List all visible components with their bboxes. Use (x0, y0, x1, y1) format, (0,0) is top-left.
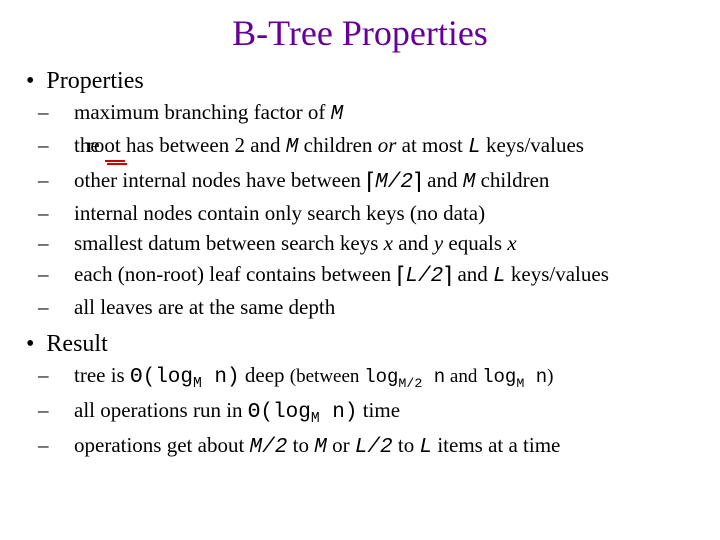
var-m: M (314, 436, 327, 459)
text: to (287, 433, 314, 457)
text: to (393, 433, 420, 457)
text: each (non-root) leaf contains between (74, 262, 396, 286)
log-expr: log (364, 366, 398, 388)
list-item: –each (non-root) leaf contains between ⌈… (36, 259, 700, 291)
list-item: –maximum branching factor of M (36, 99, 700, 129)
dash-icon: – (56, 362, 74, 389)
var-l: L (468, 136, 481, 159)
text-or: or (378, 133, 397, 157)
ceil-left-icon: ⌈ (396, 262, 405, 288)
list-item: –all operations run in Θ(logM n) time (36, 397, 700, 429)
dash-icon: – (56, 261, 74, 288)
section-properties: • Properties (26, 68, 700, 95)
var-m: M (286, 136, 299, 159)
var-l: L/2 (355, 436, 393, 459)
subscript: M (311, 411, 320, 427)
text: all leaves are at the same depth (74, 295, 335, 319)
dash-icon: – (56, 294, 74, 321)
text: and (393, 231, 434, 255)
section-result: • Result (26, 331, 700, 358)
underlined-root: root (105, 132, 121, 159)
text: keys/values (481, 133, 584, 157)
text: operations get about (74, 433, 250, 457)
section-label: Properties (46, 68, 143, 94)
var-m2: M/2 (375, 171, 413, 194)
dash-icon: – (56, 132, 74, 159)
text: all operations run in (74, 398, 248, 422)
slide: B-Tree Properties • Properties –maximum … (0, 0, 720, 477)
text: (between (290, 366, 364, 387)
text: equals (443, 231, 507, 255)
list-item: –smallest datum between search keys x an… (36, 230, 700, 257)
text: at most (396, 133, 468, 157)
var-n: n (524, 366, 547, 388)
theta-expr: Θ(log (130, 366, 193, 389)
text: items at a time (432, 433, 560, 457)
list-item: –internal nodes contain only search keys… (36, 200, 700, 227)
ceil-right-icon: ⌉ (413, 168, 422, 194)
var-m: M (331, 103, 344, 126)
text: ) (547, 366, 553, 387)
dash-icon: – (56, 167, 74, 194)
subscript: M (193, 376, 202, 392)
list-item: –operations get about M/2 to M or L/2 to… (36, 432, 700, 462)
text: children (475, 168, 549, 192)
list-item: –all leaves are at the same depth (36, 294, 700, 321)
text: and (452, 262, 493, 286)
text: tree is (74, 363, 130, 387)
list-item: –other internal nodes have between ⌈M/2⌉… (36, 165, 700, 197)
slide-title: B-Tree Properties (20, 12, 700, 54)
text: deep (240, 363, 290, 387)
text: children (298, 133, 377, 157)
var-l: L (419, 436, 432, 459)
var-n: n) (320, 401, 358, 424)
text: or (327, 433, 355, 457)
text: and (422, 168, 463, 192)
text: has between 2 and (121, 133, 286, 157)
dash-icon: – (56, 230, 74, 257)
dash-icon: – (56, 432, 74, 459)
dash-icon: – (56, 200, 74, 227)
subscript: M/2 (398, 376, 422, 391)
var-l2: L/2 (405, 265, 443, 288)
text: time (357, 398, 400, 422)
text: keys/values (506, 262, 609, 286)
section-label: Result (46, 331, 107, 357)
dash-icon: – (56, 397, 74, 424)
ceil-left-icon: ⌈ (366, 168, 375, 194)
theta-expr: Θ(log (248, 401, 311, 424)
var-x: x (384, 231, 393, 255)
text: internal nodes contain only search keys … (74, 201, 485, 225)
var-n: n) (202, 366, 240, 389)
log-expr: log (482, 366, 516, 388)
list-item: –the root has between 2 and M children o… (36, 132, 700, 162)
var-n: n (422, 366, 445, 388)
text: maximum branching factor of (74, 100, 331, 124)
dash-icon: – (56, 99, 74, 126)
var-m: M (463, 171, 476, 194)
var-x: x (507, 231, 516, 255)
list-item: –tree is Θ(logM n) deep (between logM/2 … (36, 362, 700, 394)
var-y: y (434, 231, 443, 255)
text: and (445, 366, 482, 387)
var-m: M/2 (250, 436, 288, 459)
ceil-right-icon: ⌉ (443, 262, 452, 288)
text: smallest datum between search keys (74, 231, 384, 255)
text: other internal nodes have between (74, 168, 366, 192)
var-l: L (493, 265, 506, 288)
